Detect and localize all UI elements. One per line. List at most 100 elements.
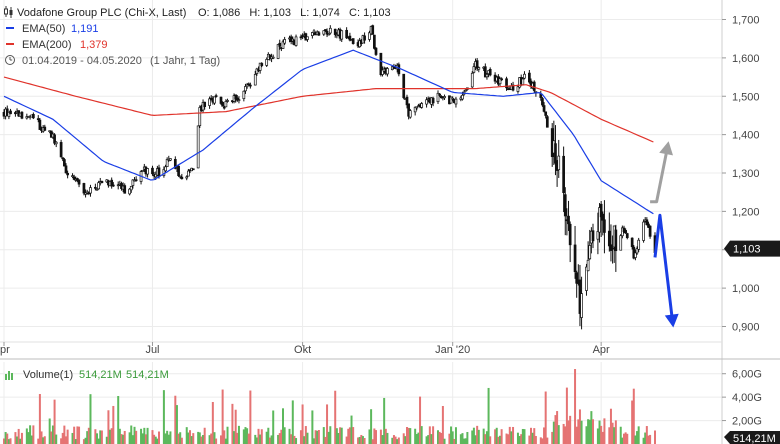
volume-bar bbox=[649, 434, 652, 444]
volume-bar bbox=[29, 425, 32, 444]
volume-bar bbox=[107, 410, 110, 444]
candle-body bbox=[557, 155, 561, 171]
candle-body bbox=[545, 116, 549, 128]
volume-bar bbox=[438, 431, 441, 444]
candle-body bbox=[420, 103, 424, 108]
annotation-arrows bbox=[650, 141, 679, 328]
volume-bar bbox=[42, 437, 45, 444]
volume-bar bbox=[153, 434, 156, 444]
volume-bar bbox=[48, 418, 51, 444]
volume-bar bbox=[363, 438, 366, 444]
volume-bar bbox=[603, 418, 606, 444]
volume-bar bbox=[634, 435, 637, 444]
volume-bar bbox=[494, 429, 497, 444]
candle-body bbox=[586, 259, 590, 272]
price-tick-label: 1,200 bbox=[732, 206, 760, 218]
period-label: (1 Jahr, 1 Tag) bbox=[150, 55, 220, 67]
candle-body bbox=[100, 180, 104, 184]
candle-body bbox=[306, 36, 309, 40]
candle-body bbox=[425, 99, 428, 105]
volume-bar bbox=[66, 429, 69, 444]
time-label: Jan '20 bbox=[435, 344, 470, 356]
volume-bar bbox=[415, 434, 418, 444]
volume-bar bbox=[130, 425, 133, 444]
candle-body bbox=[325, 30, 329, 35]
candle-body bbox=[123, 185, 127, 194]
volume-bar bbox=[507, 434, 510, 444]
volume-bar bbox=[575, 426, 578, 444]
volume-bar bbox=[647, 435, 650, 444]
volume-bar bbox=[407, 427, 410, 444]
candle-body bbox=[645, 219, 649, 226]
candle-body bbox=[173, 159, 177, 169]
candle-body bbox=[271, 56, 275, 59]
volume-bar bbox=[234, 409, 237, 444]
candle-body bbox=[219, 96, 223, 104]
volume-bar bbox=[518, 436, 521, 444]
candle-body bbox=[214, 95, 218, 97]
candle-body bbox=[596, 231, 600, 240]
candle-body bbox=[72, 176, 76, 180]
volume-bar bbox=[402, 433, 405, 444]
volume-bar bbox=[40, 431, 43, 444]
volume-bar bbox=[601, 431, 604, 444]
price-grid bbox=[0, 0, 722, 342]
volume-bar bbox=[324, 436, 327, 444]
candle-body bbox=[599, 203, 603, 218]
volume-bar bbox=[534, 436, 537, 444]
candle-body bbox=[14, 112, 17, 115]
volume-bar bbox=[135, 430, 138, 444]
candle-body bbox=[588, 245, 592, 260]
volume-bar bbox=[562, 423, 565, 444]
volume-bar bbox=[272, 410, 275, 444]
volume-bar bbox=[96, 433, 98, 444]
candle-body bbox=[451, 97, 455, 100]
price-tick-label: 1,400 bbox=[732, 130, 760, 142]
volume-axis-ticks: 6,00G 4,00G 2,00G bbox=[722, 369, 762, 428]
volume-bar bbox=[288, 428, 291, 444]
volume-bar bbox=[471, 430, 474, 444]
candle-body bbox=[573, 244, 577, 273]
ema50-line bbox=[3, 49, 654, 215]
volume-bar bbox=[210, 433, 213, 444]
volume-bar bbox=[565, 387, 568, 444]
volume-bar bbox=[430, 434, 433, 444]
volume-bar bbox=[190, 436, 193, 444]
volume-bar bbox=[169, 431, 172, 444]
volume-bar bbox=[497, 436, 500, 444]
price-tick-label: 1,000 bbox=[732, 283, 760, 295]
candle-body bbox=[532, 81, 536, 91]
volume-bar bbox=[476, 425, 479, 444]
candle-body bbox=[265, 59, 269, 66]
candle-body bbox=[351, 38, 355, 44]
volume-bar bbox=[546, 437, 549, 444]
volume-bar bbox=[278, 433, 281, 444]
volume-bar bbox=[174, 395, 177, 444]
volume-bar bbox=[530, 427, 532, 444]
volume-bar bbox=[574, 369, 577, 444]
volume-bar bbox=[414, 428, 417, 444]
candle-body bbox=[196, 125, 200, 169]
candle-body bbox=[386, 68, 389, 75]
volume-bar bbox=[523, 429, 526, 444]
volume-bar bbox=[391, 437, 394, 444]
candle-body bbox=[397, 64, 401, 75]
volume-bar bbox=[425, 436, 428, 444]
candle-body bbox=[169, 158, 172, 161]
volume-bar bbox=[381, 435, 384, 444]
volume-bar bbox=[441, 405, 444, 444]
volume-bar bbox=[495, 427, 498, 444]
candle-body bbox=[374, 47, 378, 55]
volume-bar bbox=[254, 434, 257, 444]
volume-bar bbox=[76, 426, 79, 444]
candle-body bbox=[611, 247, 614, 250]
volume-bar bbox=[267, 427, 270, 444]
volume-bar bbox=[564, 426, 567, 444]
candle-body bbox=[244, 86, 247, 92]
candle-body bbox=[544, 111, 548, 116]
volume-bar bbox=[299, 430, 302, 444]
candle-body bbox=[541, 98, 544, 106]
volume-bar bbox=[268, 437, 271, 444]
candle-body bbox=[625, 233, 629, 239]
volume-bar bbox=[37, 438, 40, 444]
